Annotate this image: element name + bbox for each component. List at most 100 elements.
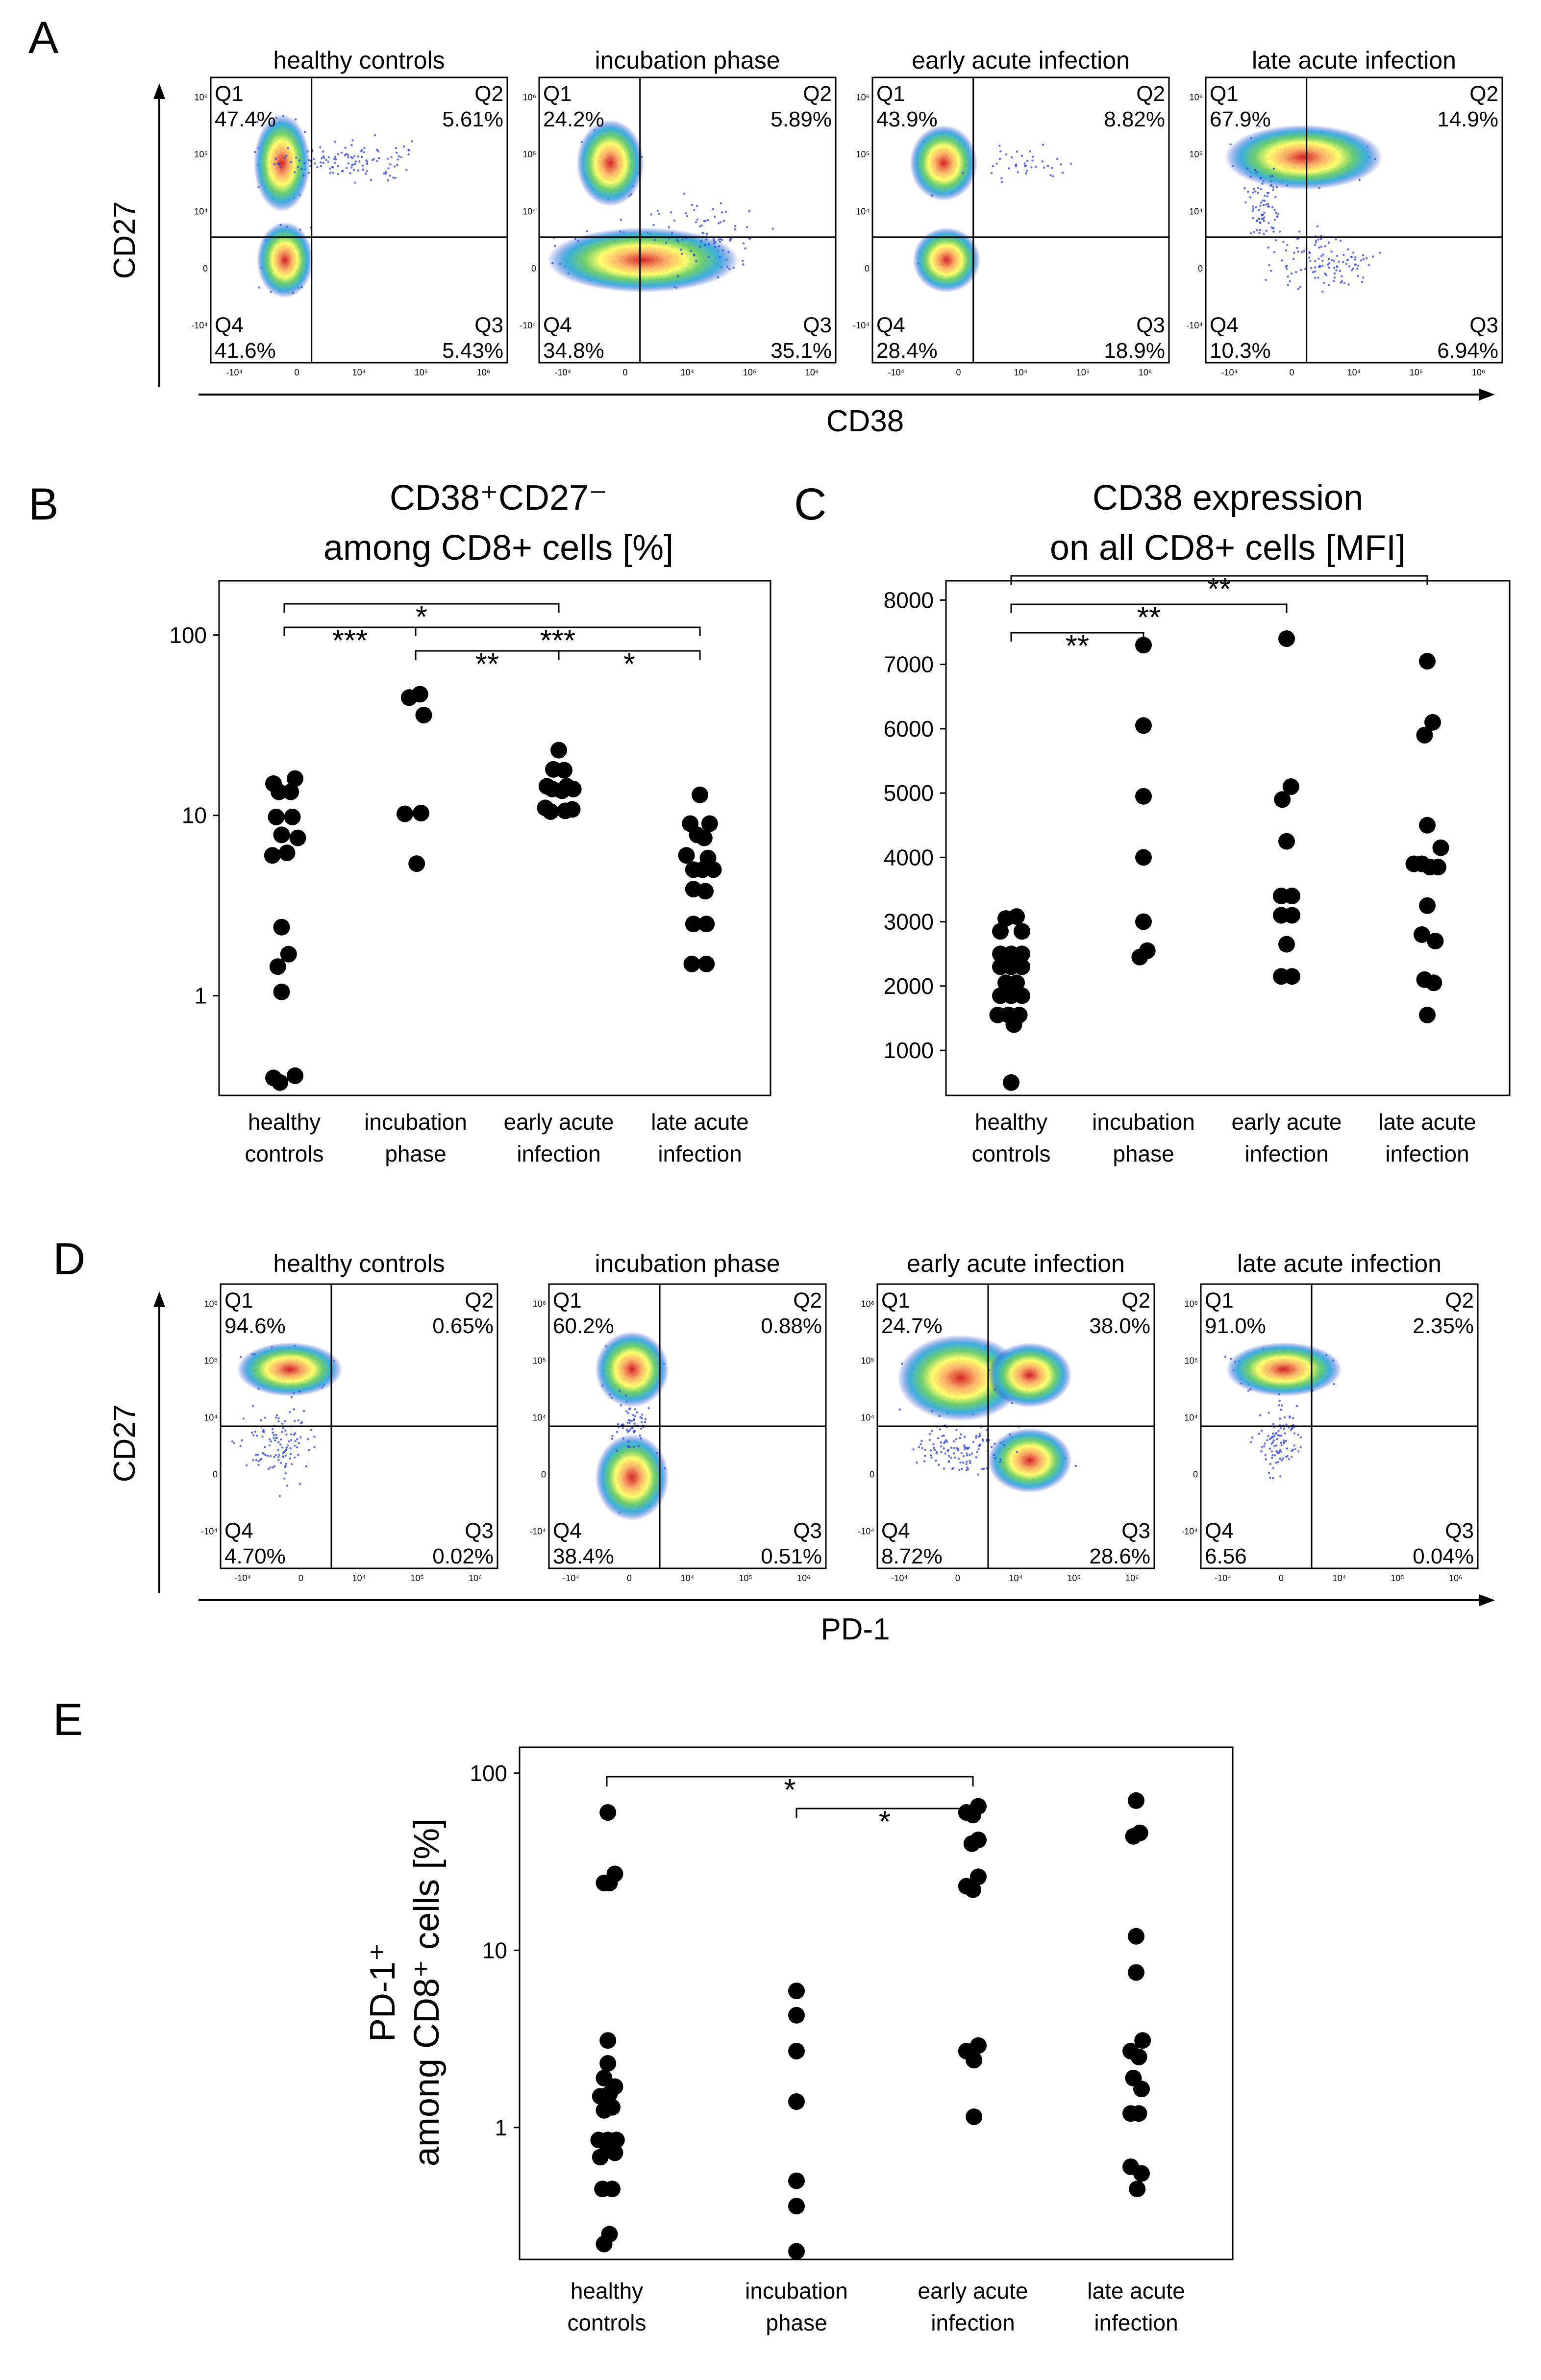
flow-event-dot bbox=[644, 1421, 646, 1423]
flow-event-dot bbox=[290, 161, 292, 164]
flow-event-dot bbox=[625, 1410, 628, 1413]
flow-event-dot bbox=[944, 1439, 947, 1441]
quadrant-q2-value: 38.0% bbox=[1089, 1314, 1150, 1338]
flow-event-dot bbox=[1279, 1457, 1281, 1460]
flow-event-dot bbox=[277, 1441, 280, 1443]
quadrant-q2-label: Q2 bbox=[474, 82, 503, 106]
flow-event-dot bbox=[1333, 267, 1336, 269]
flow-event-dot bbox=[979, 1435, 981, 1437]
category-label: phase bbox=[766, 2310, 827, 2335]
flow-density-core bbox=[576, 120, 645, 207]
flow-event-dot bbox=[1298, 230, 1301, 233]
flow-event-dot bbox=[1282, 241, 1285, 243]
flow-event-dot bbox=[364, 173, 367, 175]
flow-event-dot bbox=[1051, 175, 1054, 177]
y-tick-label: 3000 bbox=[884, 909, 934, 935]
flow-event-dot bbox=[724, 211, 727, 213]
significance-stars: ** bbox=[1066, 629, 1089, 663]
flow-event-dot bbox=[1260, 1429, 1263, 1432]
flow-event-dot bbox=[1295, 271, 1297, 273]
flow-event-dot bbox=[952, 1452, 955, 1455]
flow-event-dot bbox=[290, 1433, 292, 1436]
flow-event-dot bbox=[1253, 188, 1255, 190]
flow-y-tick: 10⁶ bbox=[533, 1299, 546, 1309]
data-point bbox=[966, 2052, 983, 2069]
flow-event-dot bbox=[241, 1439, 244, 1442]
flow-event-dot bbox=[363, 147, 366, 149]
flow-event-dot bbox=[1025, 170, 1028, 172]
flow-event-dot bbox=[316, 166, 319, 169]
flow-event-dot bbox=[1042, 144, 1044, 146]
flow-plot-title: late acute infection bbox=[1252, 47, 1456, 74]
flow-event-dot bbox=[700, 224, 703, 227]
flow-event-dot bbox=[297, 1419, 299, 1422]
flow-event-dot bbox=[256, 1454, 259, 1456]
flow-event-dot bbox=[1315, 239, 1317, 242]
flow-x-tick: -10⁴ bbox=[555, 368, 572, 377]
flow-event-dot bbox=[1281, 259, 1283, 262]
flow-event-dot bbox=[327, 160, 329, 163]
flow-event-dot bbox=[1297, 288, 1300, 291]
flow-event-dot bbox=[239, 1356, 242, 1359]
quadrant-q1-label: Q1 bbox=[543, 82, 572, 106]
flow-event-dot bbox=[1249, 196, 1252, 198]
flow-x-tick: 10⁶ bbox=[477, 368, 490, 377]
flow-y-tick: 0 bbox=[203, 264, 208, 273]
flow-event-dot bbox=[342, 170, 344, 173]
flow-event-dot bbox=[1317, 238, 1319, 241]
data-point bbox=[599, 1804, 617, 1821]
flow-event-dot bbox=[1320, 235, 1322, 237]
flow-event-dot bbox=[999, 1458, 1002, 1461]
flow-event-dot bbox=[975, 1456, 978, 1459]
quadrant-q3-value: 0.02% bbox=[432, 1544, 494, 1568]
flow-event-dot bbox=[617, 1423, 620, 1426]
data-point bbox=[683, 955, 700, 972]
flow-event-dot bbox=[1249, 175, 1252, 178]
flow-event-dot bbox=[273, 1434, 275, 1437]
flow-event-dot bbox=[994, 1442, 996, 1445]
flow-x-tick: 0 bbox=[1279, 1573, 1284, 1583]
data-point bbox=[992, 923, 1009, 940]
data-point bbox=[1128, 1928, 1144, 1945]
flow-y-tick: -10⁴ bbox=[1181, 1526, 1198, 1536]
flow-event-dot bbox=[366, 160, 369, 163]
flow-y-tick: 10⁴ bbox=[204, 1413, 218, 1422]
flow-event-dot bbox=[362, 169, 364, 171]
flow-event-dot bbox=[1272, 1439, 1275, 1441]
data-point bbox=[1135, 717, 1152, 734]
flow-event-dot bbox=[1286, 268, 1288, 270]
flow-event-dot bbox=[313, 1446, 316, 1448]
flow-event-dot bbox=[653, 239, 656, 241]
flow-event-dot bbox=[1280, 1441, 1282, 1444]
quadrant-q2-value: 14.9% bbox=[1437, 107, 1498, 131]
flow-event-dot bbox=[741, 259, 744, 262]
data-point bbox=[970, 1832, 987, 1848]
flow-event-dot bbox=[1269, 184, 1272, 187]
flow-y-tick: 10⁶ bbox=[1185, 1299, 1198, 1309]
flow-event-dot bbox=[1278, 1434, 1281, 1437]
flow-event-dot bbox=[302, 174, 305, 177]
flow-x-tick: -10⁴ bbox=[888, 368, 905, 377]
flow-event-dot bbox=[1262, 199, 1264, 202]
flow-event-dot bbox=[1342, 261, 1344, 263]
flow-plot-title: incubation phase bbox=[595, 47, 780, 74]
quadrant-q3-label: Q3 bbox=[1136, 313, 1165, 337]
flow-event-dot bbox=[611, 1438, 613, 1440]
flow-event-dot bbox=[1314, 244, 1317, 246]
flow-event-dot bbox=[714, 246, 717, 248]
flow-event-dot bbox=[962, 1462, 965, 1464]
flow-event-dot bbox=[966, 1460, 968, 1463]
flow-event-dot bbox=[1259, 229, 1262, 231]
flow-event-dot bbox=[686, 215, 689, 218]
flow-x-tick: 0 bbox=[956, 368, 961, 377]
flow-plot-title: early acute infection bbox=[907, 1250, 1125, 1277]
flow-event-dot bbox=[1274, 219, 1276, 221]
flow-event-dot bbox=[998, 145, 1001, 147]
flow-event-dot bbox=[934, 1448, 936, 1451]
panel-d-x-axis-label: PD-1 bbox=[820, 1612, 890, 1646]
flow-event-dot bbox=[1284, 1432, 1286, 1435]
flow-event-dot bbox=[1256, 219, 1258, 222]
data-point bbox=[268, 808, 285, 825]
significance-stars: * bbox=[416, 600, 427, 634]
flow-event-dot bbox=[344, 147, 347, 149]
